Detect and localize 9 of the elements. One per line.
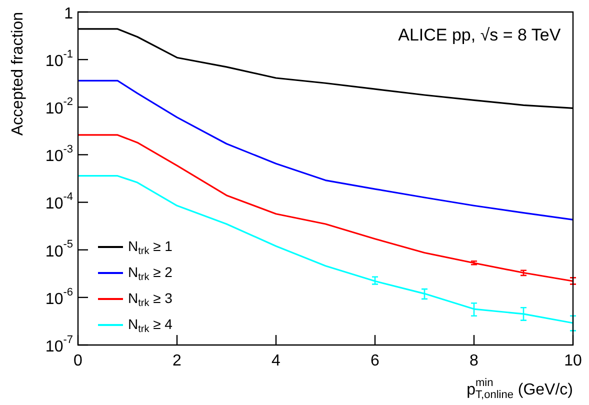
x-tick-label: 2 xyxy=(172,352,182,370)
y-tick-label: 1 xyxy=(64,5,74,22)
x-tick-label: 6 xyxy=(370,352,380,370)
annotation: ALICE pp, √s = 8 TeV xyxy=(398,26,562,45)
x-tick-label: 10 xyxy=(564,352,582,370)
x-tick-label: 0 xyxy=(74,352,83,370)
x-tick-label: 4 xyxy=(272,352,281,370)
y-axis-title: Accepted fraction xyxy=(9,12,26,136)
x-tick-label: 8 xyxy=(470,352,479,370)
